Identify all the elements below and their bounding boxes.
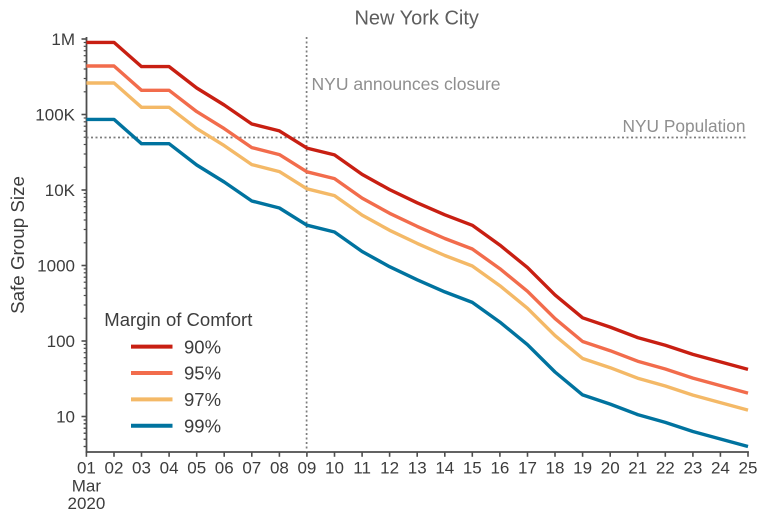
svg-text:Safe Group Size: Safe Group Size xyxy=(7,176,28,314)
svg-text:12: 12 xyxy=(380,458,399,477)
svg-text:14: 14 xyxy=(435,458,454,477)
svg-text:100K: 100K xyxy=(35,106,75,125)
svg-text:NYU announces closure: NYU announces closure xyxy=(312,74,501,94)
svg-text:21: 21 xyxy=(628,458,647,477)
svg-text:10: 10 xyxy=(325,458,344,477)
svg-text:15: 15 xyxy=(463,458,482,477)
svg-text:09: 09 xyxy=(297,458,316,477)
svg-text:95%: 95% xyxy=(184,363,221,384)
svg-text:1M: 1M xyxy=(51,30,75,49)
svg-text:13: 13 xyxy=(408,458,427,477)
svg-text:NYU Population: NYU Population xyxy=(623,116,746,136)
svg-text:16: 16 xyxy=(490,458,509,477)
svg-text:20: 20 xyxy=(601,458,620,477)
svg-text:06: 06 xyxy=(215,458,234,477)
svg-text:01: 01 xyxy=(77,458,96,477)
svg-text:99%: 99% xyxy=(184,416,221,437)
svg-text:19: 19 xyxy=(573,458,592,477)
svg-text:24: 24 xyxy=(711,458,730,477)
svg-text:2020: 2020 xyxy=(67,494,105,513)
svg-text:18: 18 xyxy=(546,458,565,477)
svg-text:23: 23 xyxy=(683,458,702,477)
svg-text:25: 25 xyxy=(739,458,758,477)
svg-text:02: 02 xyxy=(105,458,124,477)
svg-text:1000: 1000 xyxy=(37,257,75,276)
svg-text:100: 100 xyxy=(47,332,75,351)
svg-text:22: 22 xyxy=(656,458,675,477)
svg-text:08: 08 xyxy=(270,458,289,477)
svg-text:Margin of Comfort: Margin of Comfort xyxy=(104,309,252,330)
svg-text:04: 04 xyxy=(160,458,179,477)
svg-text:11: 11 xyxy=(353,458,371,477)
svg-text:03: 03 xyxy=(132,458,151,477)
svg-text:07: 07 xyxy=(242,458,261,477)
svg-text:Mar: Mar xyxy=(72,477,102,496)
svg-text:New York City: New York City xyxy=(354,7,479,29)
svg-text:17: 17 xyxy=(518,458,537,477)
svg-text:05: 05 xyxy=(187,458,206,477)
svg-text:97%: 97% xyxy=(184,389,221,410)
svg-text:10K: 10K xyxy=(45,181,76,200)
svg-text:10: 10 xyxy=(56,408,75,427)
svg-text:90%: 90% xyxy=(184,336,221,357)
